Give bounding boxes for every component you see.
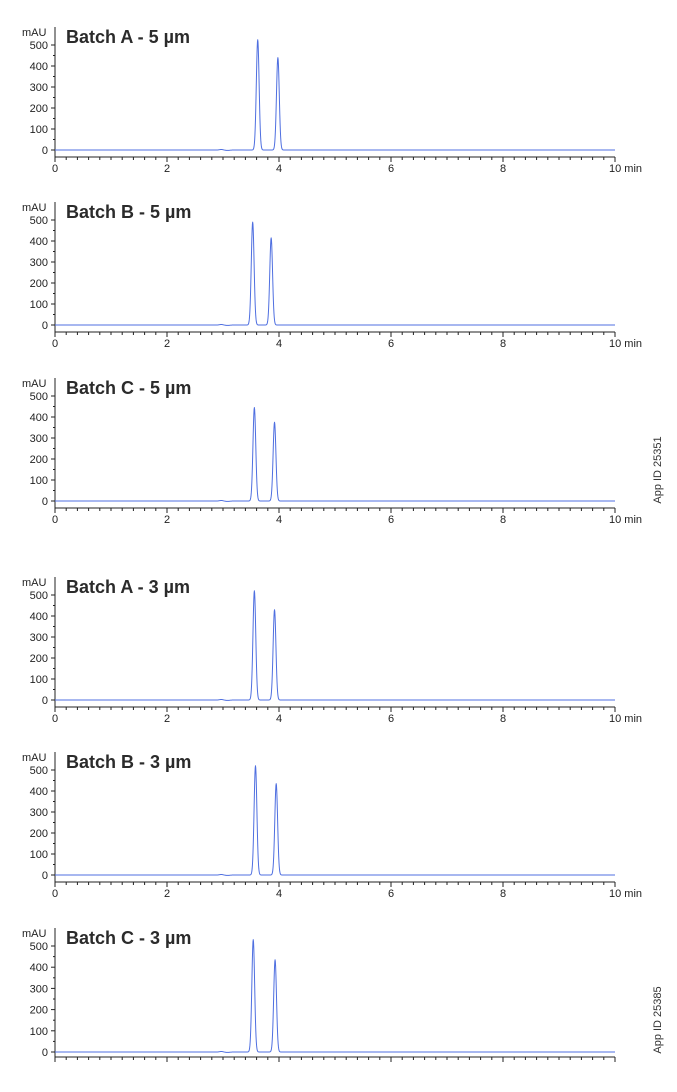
x-tick-label: 10 min [609,514,642,526]
y-tick-label: 100 [30,849,48,861]
y-tick-label: 100 [30,1026,48,1038]
y-tick-label: 400 [30,962,48,974]
x-tick-label: 6 [388,163,394,175]
chromatogram-trace [54,221,616,326]
y-tick-label: 400 [30,786,48,798]
x-tick-label: 0 [52,338,58,350]
x-tick-label: 8 [500,713,506,725]
y-tick-label: 200 [30,828,48,840]
y-tick-label: 400 [30,236,48,248]
x-tick-label: 8 [500,514,506,526]
y-tick-label: 100 [30,674,48,686]
x-tick-label: 8 [500,338,506,350]
y-tick-label: 100 [30,299,48,311]
y-tick-label: 200 [30,103,48,115]
x-tick-label: 4 [276,514,282,526]
y-tick-label: 200 [30,278,48,290]
y-tick-label: 400 [30,611,48,623]
y-axis-unit-label: mAU [22,928,47,940]
chromatogram-trace [54,39,616,151]
y-tick-label: 300 [30,983,48,995]
chromatogram-trace [54,765,616,876]
x-tick-label: 0 [52,163,58,175]
x-tick-label: 4 [276,713,282,725]
y-axis-unit-label: mAU [22,577,47,589]
chromatogram-trace [54,939,616,1053]
y-tick-label: 200 [30,454,48,466]
y-tick-label: 300 [30,807,48,819]
x-tick-label: 2 [164,338,170,350]
x-tick-label: 6 [388,514,394,526]
panel-title: Batch C - 5 µm [66,378,191,398]
app-id-label: App ID 25351 [652,436,664,503]
y-axis-unit-label: mAU [22,202,47,214]
chromatogram-trace [54,407,616,502]
x-tick-label: 4 [276,338,282,350]
x-tick-label: 8 [500,888,506,900]
y-tick-label: 500 [30,590,48,602]
x-tick-label: 10 min [609,338,642,350]
panel-title: Batch A - 3 µm [66,577,190,597]
panel-title: Batch B - 3 µm [66,752,191,772]
y-tick-label: 0 [42,496,48,508]
y-tick-label: 0 [42,695,48,707]
x-tick-label: 0 [52,713,58,725]
x-tick-label: 2 [164,514,170,526]
x-tick-label: 0 [52,514,58,526]
x-tick-label: 2 [164,888,170,900]
x-tick-label: 4 [276,888,282,900]
y-tick-label: 100 [30,124,48,136]
x-tick-label: 2 [164,163,170,175]
y-tick-label: 500 [30,391,48,403]
chromatogram-trace [54,590,616,701]
x-tick-label: 8 [500,163,506,175]
x-tick-label: 10 min [609,163,642,175]
y-tick-label: 500 [30,765,48,777]
panel-title: Batch A - 5 µm [66,27,190,47]
y-tick-label: 500 [30,215,48,227]
y-tick-label: 500 [30,40,48,52]
y-tick-label: 200 [30,653,48,665]
y-tick-label: 500 [30,941,48,953]
x-tick-label: 10 min [609,888,642,900]
y-tick-label: 200 [30,1005,48,1017]
x-tick-label: 6 [388,338,394,350]
x-tick-label: 0 [52,888,58,900]
y-tick-label: 0 [42,1047,48,1059]
y-tick-label: 300 [30,82,48,94]
y-tick-label: 0 [42,870,48,882]
y-axis-unit-label: mAU [22,27,47,39]
x-tick-label: 6 [388,888,394,900]
panel-title: Batch B - 5 µm [66,202,191,222]
y-tick-label: 300 [30,257,48,269]
y-axis-unit-label: mAU [22,752,47,764]
y-tick-label: 0 [42,145,48,157]
y-tick-label: 300 [30,632,48,644]
x-tick-label: 6 [388,713,394,725]
y-tick-label: 400 [30,61,48,73]
y-tick-label: 0 [42,320,48,332]
x-tick-label: 4 [276,163,282,175]
y-axis-unit-label: mAU [22,378,47,390]
y-tick-label: 300 [30,433,48,445]
y-tick-label: 100 [30,475,48,487]
x-tick-label: 10 min [609,713,642,725]
app-id-label: App ID 25385 [652,986,664,1053]
x-tick-label: 2 [164,713,170,725]
y-tick-label: 400 [30,412,48,424]
panel-title: Batch C - 3 µm [66,928,191,948]
